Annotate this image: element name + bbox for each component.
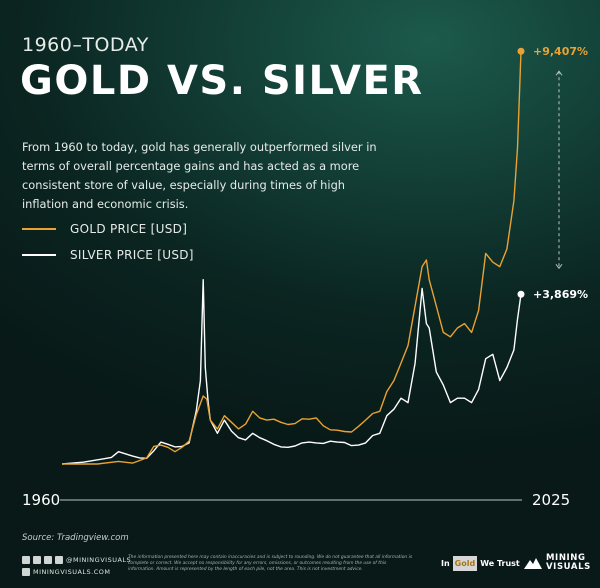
gap-arrow-head-bottom [555, 263, 563, 270]
series-line-gold [62, 51, 522, 465]
social-handle[interactable]: @MININGVISUALS [66, 556, 132, 564]
footer-social: @MININGVISUALS MININGVISUALS.COM [22, 554, 131, 578]
website-link[interactable]: MININGVISUALS.COM [33, 568, 111, 576]
linkedin-icon[interactable] [44, 556, 52, 564]
page-title: GOLD VS. SILVER [20, 58, 424, 104]
legend-item-gold: GOLD PRICE [USD] [22, 216, 194, 242]
mining-visuals-logo: MINING VISUALS [524, 554, 591, 572]
brand2-line2: VISUALS [546, 562, 591, 572]
legend-label-silver: SILVER PRICE [USD] [70, 248, 194, 262]
legend-item-silver: SILVER PRICE [USD] [22, 242, 194, 268]
legend-swatch-silver [22, 254, 56, 256]
gap-arrow [555, 70, 563, 270]
disclaimer: The information presented here may conta… [128, 555, 413, 572]
globe-icon [22, 568, 30, 576]
brand1-in: In [441, 559, 450, 568]
legend: GOLD PRICE [USD] SILVER PRICE [USD] [22, 216, 194, 268]
website-row: MININGVISUALS.COM [22, 566, 131, 578]
mountain-icon [524, 558, 542, 569]
source-note: Source: Tradingview.com [22, 533, 129, 543]
facebook-icon[interactable] [22, 556, 30, 564]
series-line-silver [61, 279, 522, 465]
x-start-label: 1960 [22, 491, 60, 509]
end-label-silver: +3,869% [533, 288, 588, 301]
brand1-gold: Gold [452, 556, 478, 571]
end-label-gold: +9,407% [533, 45, 588, 58]
end-point-gold [517, 47, 525, 55]
brand2-text: MINING VISUALS [546, 554, 591, 572]
brand1-trust: We Trust [480, 559, 520, 568]
end-point-silver [517, 290, 525, 298]
legend-swatch-gold [22, 228, 56, 230]
social-row: @MININGVISUALS [22, 554, 131, 566]
brand2-line1: MINING [546, 553, 586, 563]
legend-label-gold: GOLD PRICE [USD] [70, 222, 188, 236]
x-end-label: 2025 [532, 491, 570, 509]
x-icon[interactable] [33, 556, 41, 564]
description: From 1960 to today, gold has generally o… [22, 140, 377, 211]
in-gold-we-trust-logo: In Gold We Trust [441, 556, 520, 571]
kicker: 1960–TODAY [22, 34, 149, 56]
gap-arrow-head-top [555, 70, 563, 76]
instagram-icon[interactable] [55, 556, 63, 564]
